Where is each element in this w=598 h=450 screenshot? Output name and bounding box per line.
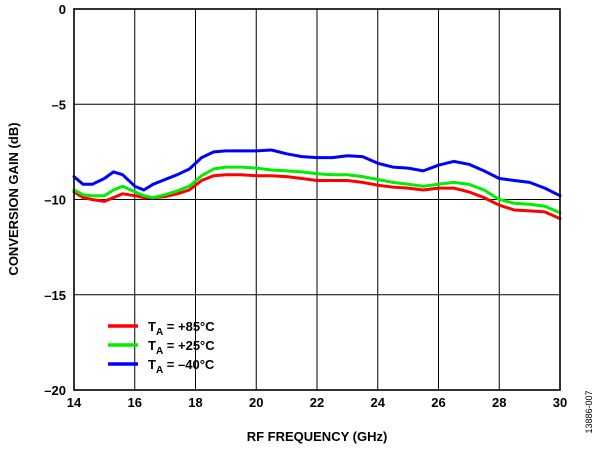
y-tick-label: –5 [52, 97, 66, 112]
x-tick-label: 20 [249, 395, 263, 410]
x-tick-label: 14 [67, 395, 82, 410]
x-tick-label: 26 [431, 395, 445, 410]
x-tick-labels: 14 16 18 20 22 24 26 28 30 [67, 395, 567, 410]
y-tick-label: –10 [44, 193, 66, 208]
series-lines [72, 148, 562, 221]
y-tick-label: –20 [44, 383, 66, 398]
figure-id: 13886-007 [584, 390, 594, 433]
x-axis-title: RF FREQUENCY (GHz) [247, 429, 388, 444]
plot-frame [73, 8, 561, 391]
x-tick-label: 22 [310, 395, 324, 410]
legend: TA = +85°CTA = +25°CTA = –40°C [108, 319, 215, 376]
x-tick-label: 24 [371, 395, 386, 410]
legend-label-0: TA = +85°C [148, 319, 215, 338]
x-tick-label: 30 [553, 395, 567, 410]
legend-label-2: TA = –40°C [148, 357, 215, 376]
legend-label-1: TA = +25°C [148, 338, 215, 357]
y-axis-title: CONVERSION GAIN (dB) [6, 122, 21, 275]
y-tick-labels: 0 –5 –10 –15 –20 [44, 2, 66, 398]
series-line-2 [72, 148, 562, 198]
x-tick-label: 28 [492, 395, 506, 410]
series-line-1 [72, 165, 562, 215]
x-tick-label: 16 [128, 395, 142, 410]
y-tick-label: –15 [44, 288, 66, 303]
y-tick-label: 0 [59, 2, 66, 17]
x-tick-label: 18 [188, 395, 202, 410]
series-line-0 [72, 173, 562, 221]
